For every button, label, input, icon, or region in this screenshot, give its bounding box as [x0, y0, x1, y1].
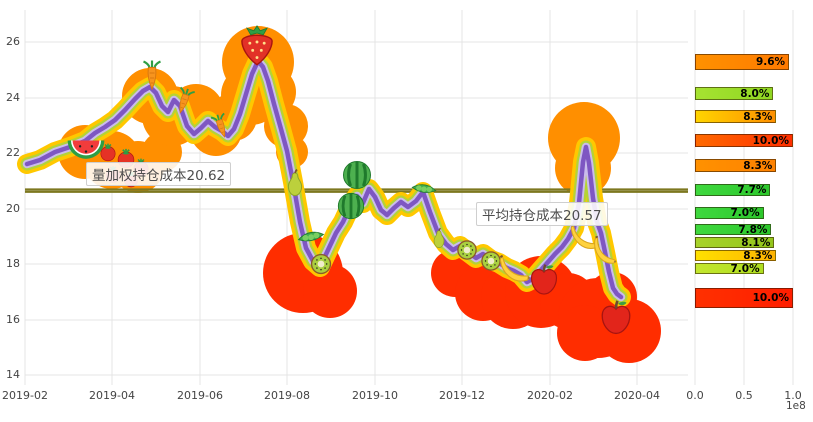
x-tick-label: 2019-06: [177, 389, 223, 402]
watermelon-icon: [342, 160, 372, 190]
y-tick-label: 24: [6, 91, 20, 104]
bar-percentage-label: 7.0%: [730, 262, 760, 275]
kiwi-icon: [310, 253, 332, 275]
bar-percentage-label: 8.1%: [741, 236, 771, 249]
right-x-tick-label: 0.5: [735, 389, 753, 402]
distribution-bar[interactable]: 10.0%: [695, 288, 793, 308]
bar-percentage-label: 10.0%: [752, 292, 789, 304]
distribution-bar[interactable]: 9.6%: [695, 54, 790, 70]
distribution-bar[interactable]: 7.0%: [695, 262, 764, 275]
y-tick-label: 22: [6, 146, 20, 159]
right-x-tick-label: 0.0: [686, 389, 704, 402]
y-tick-label: 18: [6, 257, 20, 270]
distribution-bar[interactable]: 7.0%: [695, 207, 764, 219]
distribution-bar[interactable]: 8.3%: [695, 110, 777, 123]
x-tick-label: 2020-02: [527, 389, 573, 402]
chip-blob: [557, 305, 613, 361]
x-tick-label: 2019-02: [2, 389, 48, 402]
bar-percentage-label: 8.3%: [743, 159, 773, 172]
chip-blob: [303, 264, 357, 318]
distribution-bar[interactable]: 8.1%: [695, 236, 775, 249]
bar-percentage-label: 7.7%: [737, 184, 767, 196]
y-tick-label: 26: [6, 35, 20, 48]
kiwi-icon: [481, 251, 501, 271]
axis-exponent-label: 1e8: [786, 400, 806, 412]
x-tick-label: 2019-10: [352, 389, 398, 402]
bar-percentage-label: 8.3%: [743, 110, 773, 123]
distribution-bar[interactable]: 7.7%: [695, 184, 771, 196]
vwap-cost-annotation: 量加权持仓成本20.62: [86, 162, 232, 186]
distribution-bar[interactable]: 10.0%: [695, 134, 793, 147]
avg-cost-annotation: 平均持仓成本20.57: [476, 202, 608, 226]
distribution-bar[interactable]: 8.3%: [695, 159, 777, 172]
x-tick-label: 2019-12: [439, 389, 485, 402]
y-tick-label: 14: [6, 368, 20, 381]
bar-percentage-label: 9.6%: [755, 56, 786, 68]
distribution-bar[interactable]: 7.8%: [695, 223, 772, 236]
distribution-bar[interactable]: 8.3%: [695, 249, 777, 262]
kiwi-icon: [457, 240, 477, 260]
y-tick-label: 16: [6, 313, 20, 326]
y-tick-label: 20: [6, 202, 20, 215]
bar-percentage-label: 10.0%: [752, 134, 789, 147]
distribution-bar[interactable]: 8.0%: [695, 87, 774, 100]
watermelon-icon: [336, 191, 366, 221]
x-tick-label: 2019-08: [264, 389, 310, 402]
x-tick-label: 2019-04: [89, 389, 135, 402]
bar-percentage-label: 7.8%: [738, 223, 768, 236]
bar-percentage-label: 8.0%: [740, 87, 770, 100]
bar-percentage-label: 7.0%: [730, 207, 760, 219]
x-tick-label: 2020-04: [614, 389, 660, 402]
bar-percentage-label: 8.3%: [743, 249, 773, 262]
right-x-tick-label: 1.0: [784, 389, 802, 402]
